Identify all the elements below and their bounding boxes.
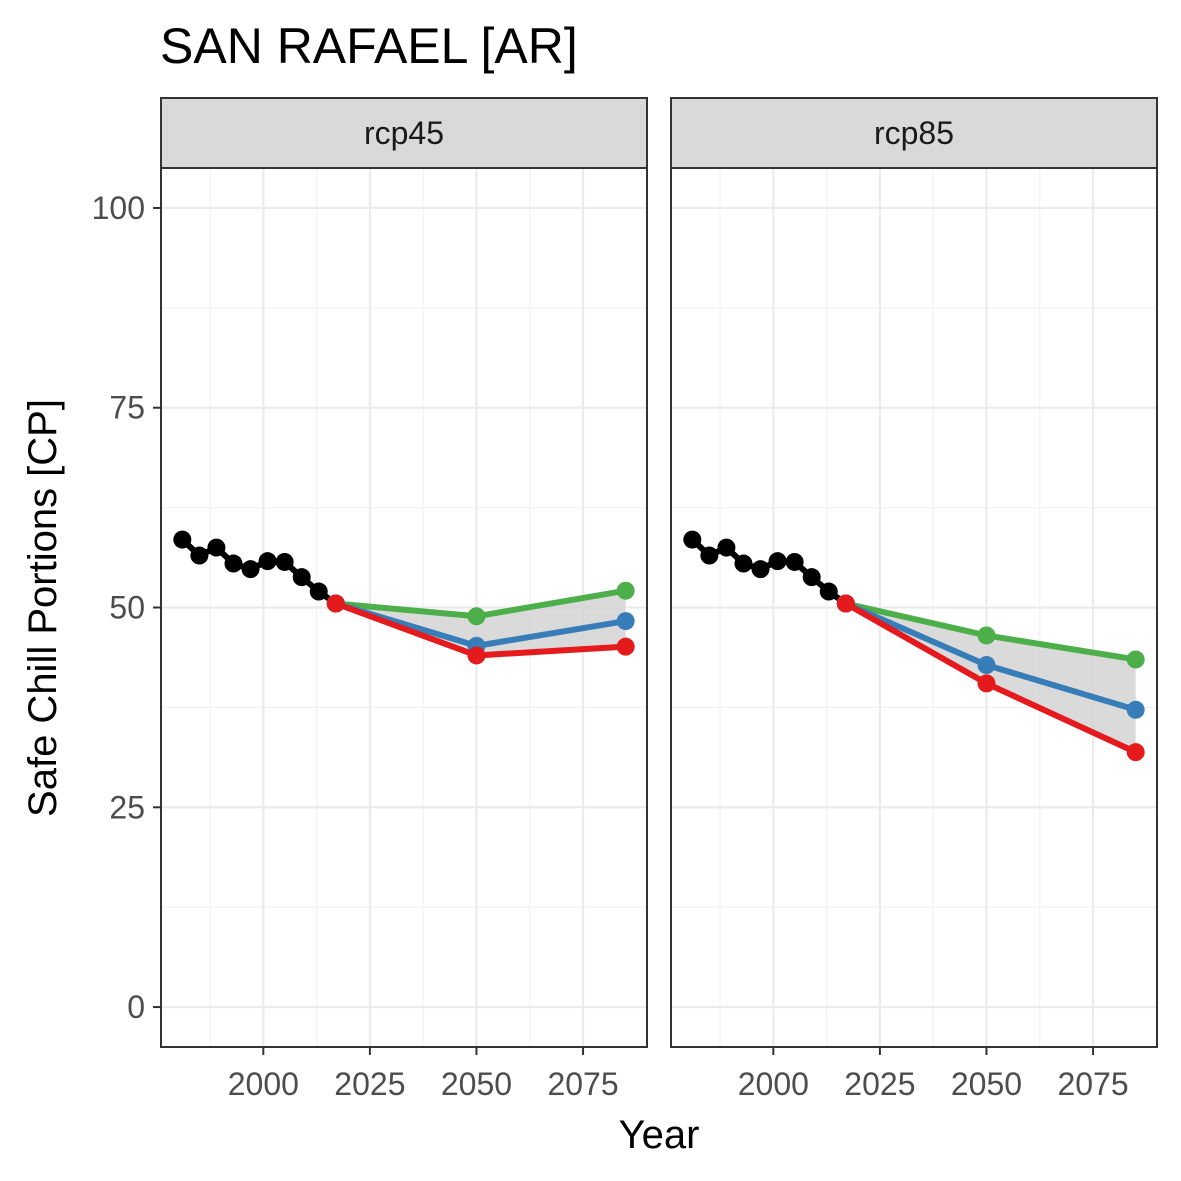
- series-point-mid: [1126, 700, 1145, 719]
- historic-point: [241, 560, 260, 579]
- facet-strip-label: rcp45: [364, 115, 444, 151]
- series-point-low: [977, 674, 996, 693]
- historic-point: [683, 530, 702, 549]
- series-point-high: [1126, 650, 1145, 669]
- historic-point: [207, 538, 226, 557]
- x-tick-label: 2000: [738, 1066, 809, 1102]
- x-tick-label: 2050: [441, 1066, 512, 1102]
- series-point-mid: [616, 612, 635, 631]
- y-tick-label: 0: [127, 989, 145, 1025]
- x-tick-label: 2075: [547, 1066, 618, 1102]
- y-tick-label: 25: [109, 789, 145, 825]
- historic-point: [173, 530, 192, 549]
- historic-point: [768, 552, 787, 571]
- series-point-low: [616, 637, 635, 656]
- historic-point: [785, 552, 804, 571]
- historic-point: [717, 538, 736, 557]
- y-tick-label: 75: [109, 390, 145, 426]
- panels: rcp45 2000 2025 2050 2075 rcp85 2000 2025 2050 20…: [160, 97, 1158, 1102]
- historic-point: [258, 552, 277, 571]
- x-tick-label: 2050: [951, 1066, 1022, 1102]
- series-point-low: [467, 646, 486, 665]
- series-point-high: [977, 626, 996, 645]
- chart-title: SAN RAFAEL [AR]: [160, 18, 578, 74]
- historic-point: [802, 568, 821, 587]
- historic-point: [292, 568, 311, 587]
- series-point-low: [836, 594, 855, 613]
- historic-point: [309, 582, 328, 601]
- x-tick-label: 2025: [334, 1066, 405, 1102]
- historic-point: [700, 546, 719, 565]
- series-point-low: [326, 594, 345, 613]
- facet-strip-label: rcp85: [874, 115, 954, 151]
- y-tick-label: 100: [92, 190, 145, 226]
- x-tick-label: 2025: [844, 1066, 915, 1102]
- y-tick-label: 50: [109, 590, 145, 626]
- historic-point: [751, 560, 770, 579]
- series-point-low: [1126, 743, 1145, 762]
- historic-point: [275, 552, 294, 571]
- x-axis-title: Year: [619, 1113, 700, 1157]
- historic-point: [224, 554, 243, 573]
- x-tick-label: 2000: [228, 1066, 299, 1102]
- series-point-mid: [977, 656, 996, 675]
- historic-line: [690, 537, 848, 606]
- x-tick-label: 2075: [1057, 1066, 1128, 1102]
- y-axis: 0 25 50 75 100: [92, 190, 161, 1025]
- historic-line: [180, 537, 338, 606]
- y-axis-title: Safe Chill Portions [CP]: [21, 399, 65, 817]
- historic-point: [190, 546, 209, 565]
- panel-rcp85: rcp85 2000 2025 2050 2075: [670, 97, 1158, 1102]
- panel-rcp45: rcp45 2000 2025 2050 2075: [160, 97, 648, 1102]
- historic-point: [819, 582, 838, 601]
- historic-point: [734, 554, 753, 573]
- series-point-high: [616, 581, 635, 600]
- facet-strip: [160, 97, 648, 169]
- facet-strip: [670, 97, 1158, 169]
- series-point-high: [467, 607, 486, 626]
